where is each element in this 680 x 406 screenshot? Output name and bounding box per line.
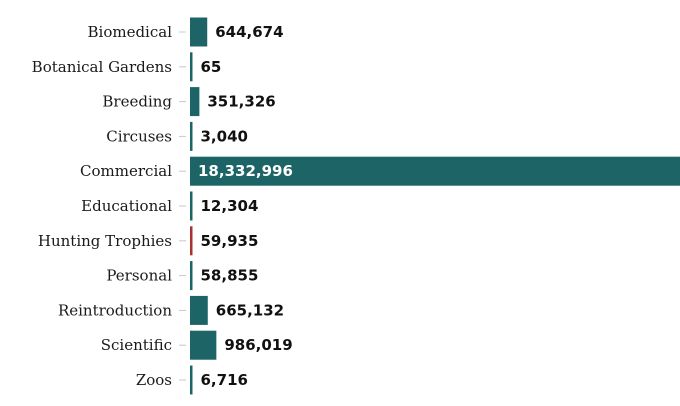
- bar-personal: [190, 261, 193, 291]
- bar-scientific: [190, 330, 217, 360]
- value-label-botanical-gardens: 65: [201, 58, 222, 76]
- value-label-biomedical: 644,674: [215, 23, 283, 41]
- category-label-scientific: Scientific: [101, 336, 172, 354]
- category-label-botanical-gardens: Botanical Gardens: [32, 58, 172, 76]
- category-label-zoos: Zoos: [136, 371, 172, 389]
- category-label-personal: Personal: [106, 267, 172, 285]
- value-label-zoos: 6,716: [201, 371, 248, 389]
- category-label-breeding: Breeding: [102, 93, 172, 111]
- value-label-educational: 12,304: [201, 197, 259, 215]
- value-label-personal: 58,855: [201, 267, 259, 285]
- bar-breeding: [190, 87, 200, 117]
- category-label-commercial: Commercial: [80, 162, 172, 180]
- value-label-breeding: 351,326: [207, 93, 275, 111]
- bar-commercial: [190, 156, 680, 186]
- value-label-hunting-trophies: 59,935: [201, 232, 259, 250]
- value-label-commercial: 18,332,996: [198, 162, 293, 180]
- bar-hunting-trophies: [190, 226, 193, 256]
- category-label-hunting-trophies: Hunting Trophies: [38, 232, 172, 250]
- bar-reintroduction: [190, 295, 208, 325]
- bar-circuses: [190, 121, 193, 151]
- value-label-scientific: 986,019: [224, 336, 292, 354]
- value-label-circuses: 3,040: [201, 127, 248, 145]
- bar-botanical-gardens: [190, 52, 193, 82]
- bar-educational: [190, 191, 193, 221]
- category-label-educational: Educational: [81, 197, 172, 215]
- bar-biomedical: [190, 17, 208, 47]
- value-label-reintroduction: 665,132: [216, 301, 284, 319]
- category-label-circuses: Circuses: [106, 127, 172, 145]
- category-label-biomedical: Biomedical: [88, 23, 173, 41]
- bar-zoos: [190, 365, 193, 395]
- category-label-reintroduction: Reintroduction: [58, 301, 172, 319]
